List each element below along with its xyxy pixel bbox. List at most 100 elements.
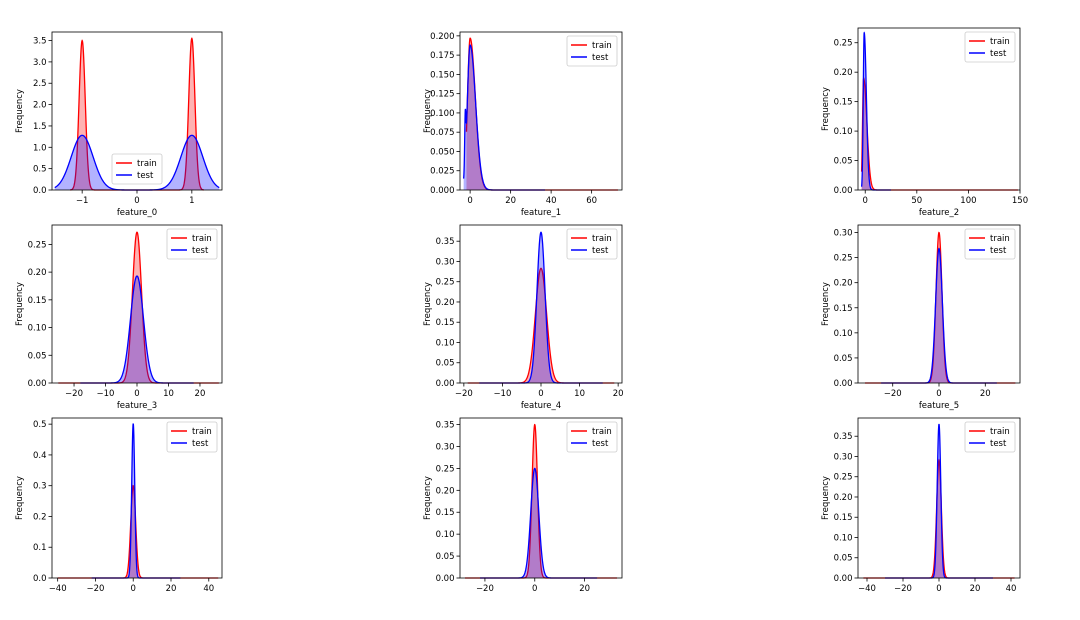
x-axis-label: feature_1 <box>521 208 561 218</box>
x-tick-label: 20 <box>579 584 590 594</box>
legend-label-test: test <box>990 49 1007 59</box>
legend-label-test: test <box>592 246 609 256</box>
subplot-4: −20 −10 0 10 20 0.00 0.05 0.10 0.15 0.20 0.25 0.30 0… <box>423 224 624 411</box>
x-tick-label: −20 <box>86 584 104 594</box>
subplot-1: 0 20 40 60 0.000 0.025 0.050 0.075 0.100 0.125 0.1… <box>423 31 623 218</box>
legend-label-train: train <box>990 234 1010 244</box>
y-tick-label: 0.25 <box>436 464 455 474</box>
y-axis-label: Frequency <box>423 89 433 133</box>
legend-box <box>166 421 218 453</box>
x-tick-label: 1 <box>189 196 194 206</box>
y-tick-label: 0.05 <box>436 359 455 369</box>
y-tick-label: 0.025 <box>430 167 454 177</box>
legend: train test <box>566 35 618 67</box>
legend: train test <box>166 421 218 453</box>
y-tick-label: 0.05 <box>28 351 47 361</box>
axes-frame <box>459 31 623 191</box>
y-axis-label: Frequency <box>423 476 433 520</box>
y-axis-label: Frequency <box>423 282 433 326</box>
y-tick-label: 0.000 <box>430 186 454 196</box>
y-tick-label: 2.0 <box>33 101 47 111</box>
legend-label-train: train <box>990 427 1010 437</box>
y-axis-label: Frequency <box>821 282 831 326</box>
x-tick-label: 20 <box>980 389 991 399</box>
y-tick-label: 3.0 <box>33 58 47 68</box>
series-test-fill <box>54 135 220 190</box>
series-train-fill <box>467 268 615 383</box>
subplot-0: −1 0 1 0.0 0.5 1.0 1.5 2.0 2.5 3.0 3.5 feature_0 Fre… <box>15 31 223 218</box>
legend: train test <box>566 421 618 453</box>
legend: train test <box>566 228 618 260</box>
subplot-7: −20 0 20 0.00 0.05 0.10 0.15 0.20 0.25 0.30 0.35 Fr… <box>423 417 623 594</box>
y-tick-label: 0.00 <box>834 574 853 584</box>
x-tick-label: 0 <box>467 196 472 206</box>
x-tick-label: 0 <box>131 584 136 594</box>
x-tick-label: 0 <box>936 389 941 399</box>
y-tick-label: 0.3 <box>33 482 47 492</box>
y-tick-label: 0.10 <box>834 329 853 339</box>
series-train-fill <box>58 232 219 383</box>
y-tick-label: 0.15 <box>436 318 455 328</box>
y-tick-label: 0.20 <box>834 68 853 78</box>
series-train-fill <box>863 460 1015 578</box>
x-tick-label: 150 <box>1012 196 1028 206</box>
series-test-fill <box>80 276 194 383</box>
y-axis-label: Frequency <box>15 282 25 326</box>
x-tick-label: 20 <box>970 584 981 594</box>
x-tick-label: 40 <box>203 584 214 594</box>
y-tick-label: 1.5 <box>33 122 47 132</box>
y-tick-label: 2.5 <box>33 79 47 89</box>
y-tick-label: 0.00 <box>436 379 455 389</box>
series-test-fill <box>463 45 546 190</box>
y-tick-label: 0.20 <box>436 486 455 496</box>
x-tick-label: 0 <box>936 584 941 594</box>
y-tick-label: 0.10 <box>436 338 455 348</box>
x-tick-label: −40 <box>858 584 876 594</box>
legend-box <box>964 421 1016 453</box>
y-tick-label: 0.20 <box>834 279 853 289</box>
x-tick-label: 20 <box>613 389 624 399</box>
legend-label-train: train <box>592 427 612 437</box>
y-tick-label: 0.15 <box>834 98 853 108</box>
y-tick-label: 0.5 <box>33 420 47 430</box>
x-axis-label: feature_2 <box>919 208 959 218</box>
legend-label-train: train <box>592 234 612 244</box>
x-tick-label: 0 <box>134 196 139 206</box>
y-tick-label: 0.30 <box>436 442 455 452</box>
x-tick-label: −10 <box>493 389 511 399</box>
legend: train test <box>166 228 218 260</box>
axes-frame <box>459 417 623 579</box>
x-tick-label: 0 <box>863 196 868 206</box>
x-tick-label: 40 <box>1006 584 1017 594</box>
y-tick-label: 0.00 <box>834 186 853 196</box>
y-tick-label: 0.2 <box>33 512 47 522</box>
subplot-2: 0 50 100 150 0.00 0.05 0.10 0.15 0.20 0.25 feature… <box>821 27 1028 218</box>
x-tick-label: 0 <box>532 584 537 594</box>
y-tick-label: 0.0 <box>33 574 47 584</box>
legend: train test <box>964 228 1016 260</box>
x-tick-label: 20 <box>195 389 206 399</box>
y-tick-label: 0.30 <box>834 452 853 462</box>
y-tick-label: 0.30 <box>436 257 455 267</box>
y-tick-label: 0.5 <box>33 165 47 175</box>
y-tick-label: 0.1 <box>33 543 47 553</box>
series-test-fill <box>479 232 603 383</box>
series-test-fill <box>479 468 598 578</box>
y-axis-label: Frequency <box>15 89 25 133</box>
x-axis-label: feature_5 <box>919 401 959 411</box>
y-tick-label: 0.25 <box>834 254 853 264</box>
x-tick-label: −20 <box>65 389 83 399</box>
legend: train test <box>964 31 1016 63</box>
y-tick-label: 0.100 <box>430 109 454 119</box>
legend: train test <box>111 153 163 185</box>
legend-box <box>566 421 618 453</box>
series-test-fill <box>885 424 993 578</box>
legend-box <box>566 228 618 260</box>
x-tick-label: 40 <box>546 196 557 206</box>
legend: train test <box>964 421 1016 453</box>
legend-box <box>111 153 163 185</box>
y-tick-label: 0.20 <box>834 493 853 503</box>
x-tick-label: 60 <box>586 196 597 206</box>
legend-label-test: test <box>990 439 1007 449</box>
y-tick-label: 0.075 <box>430 128 454 138</box>
